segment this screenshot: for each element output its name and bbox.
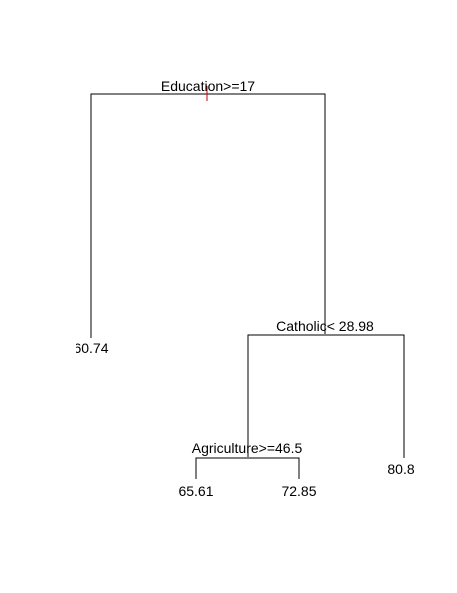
leaf-label-catholic-no: 80.8: [387, 461, 414, 477]
catholic-split-label: Catholic< 28.98: [276, 318, 374, 334]
leaf-label-agriculture-no: 72.85: [281, 483, 316, 499]
agriculture-branch: [196, 458, 299, 479]
leaf-label-education-yes: 60.74: [73, 340, 108, 356]
agriculture-split-label: Agriculture>=46.5: [192, 440, 303, 456]
leaf-label-agriculture-yes: 65.61: [178, 483, 213, 499]
root-branch: [91, 94, 325, 338]
root-split-label: Education>=17: [161, 78, 255, 94]
